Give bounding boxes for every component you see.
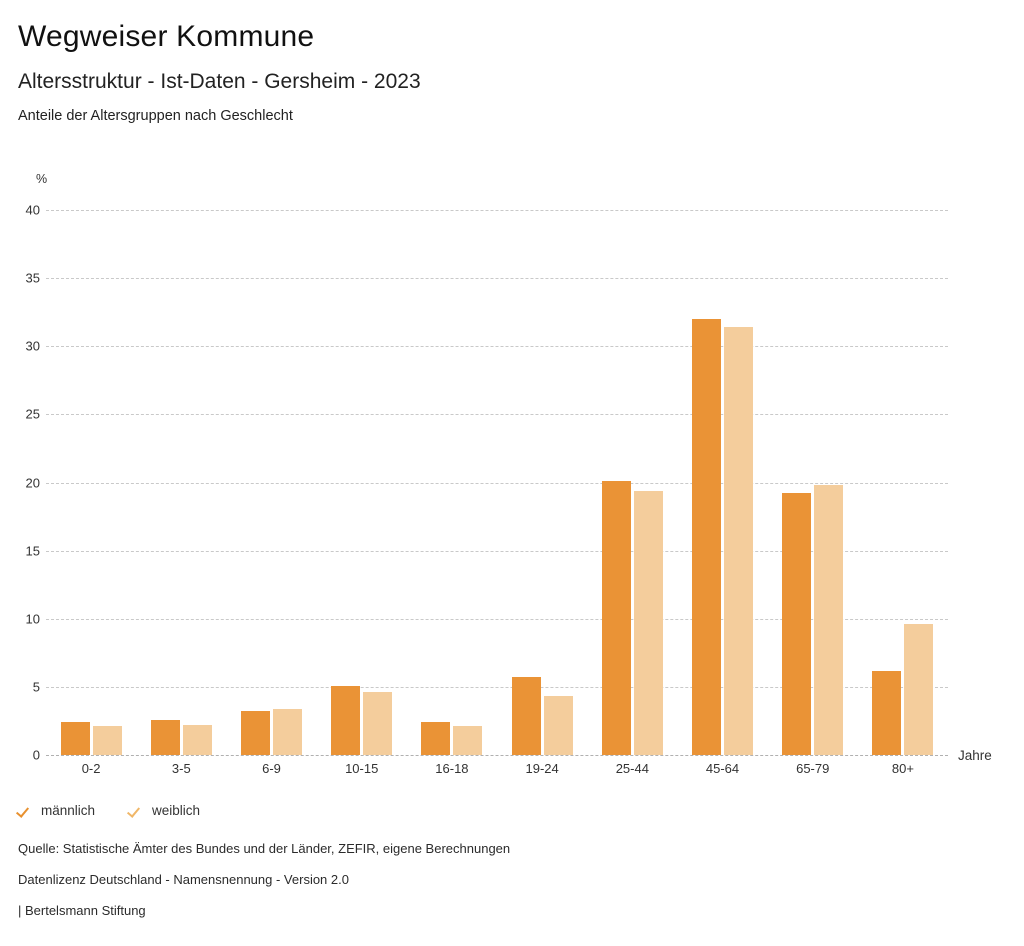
y-axis-labels: 0 5 10 15 20 25 30 35 40 — [0, 203, 40, 763]
bar-weiblich-45-64[interactable] — [724, 327, 754, 755]
bar-weiblich-10-15[interactable] — [363, 692, 393, 755]
y-axis-tick-label: 25 — [25, 406, 40, 422]
gridline — [46, 210, 948, 211]
x-axis-tick-label: 65-79 — [796, 761, 830, 776]
gridline — [46, 550, 948, 552]
gridline — [46, 618, 948, 620]
bar-weiblich-65-79[interactable] — [814, 485, 844, 755]
bar-männlich-45-64[interactable] — [692, 319, 722, 755]
gridline — [46, 346, 948, 348]
page-title: Wegweiser Kommune — [18, 20, 315, 53]
footer-source: Quelle: Statistische Ämter des Bundes un… — [18, 841, 511, 856]
x-axis-tick-label: 10-15 — [345, 761, 379, 776]
bar-group — [858, 210, 948, 755]
y-axis-tick-label: 40 — [25, 202, 40, 218]
check-icon — [129, 804, 143, 818]
x-axis-tick-label: 19-24 — [525, 761, 559, 776]
y-axis-tick-label: 15 — [25, 543, 40, 559]
y-axis-unit: % — [36, 172, 48, 186]
bar-group — [407, 210, 497, 755]
bar-group — [46, 210, 136, 755]
bar-männlich-3-5[interactable] — [150, 719, 180, 755]
bar-group — [587, 210, 677, 755]
chart-subtitle: Altersstruktur - Ist-Daten - Gersheim - … — [18, 69, 421, 93]
bar-weiblich-19-24[interactable] — [543, 696, 573, 755]
x-axis-tick-label: 45-64 — [705, 761, 740, 776]
x-axis-unit: Jahre — [958, 748, 992, 763]
footer-license: Datenlizenz Deutschland - Namensnennung … — [18, 872, 349, 887]
bar-group — [677, 210, 767, 755]
bar-männlich-19-24[interactable] — [511, 677, 541, 755]
gridline — [46, 686, 948, 688]
x-axis-tick-label: 16-18 — [435, 761, 469, 776]
chart-description: Anteile der Altersgruppen nach Geschlech… — [18, 107, 293, 124]
gridline — [46, 482, 948, 484]
chart-header: Wegweiser Kommune Altersstruktur - Ist-D… — [0, 0, 1024, 124]
bar-group — [136, 210, 226, 755]
x-axis-labels: 0-2 3-5 6-9 10-15 16-18 19-24 25-44 45-64 65-79 8… — [46, 761, 948, 776]
x-axis-tick-label: 0-2 — [81, 761, 101, 776]
bar-männlich-65-79[interactable] — [782, 493, 812, 755]
bar-männlich-6-9[interactable] — [241, 711, 270, 755]
axis-baseline — [46, 755, 948, 756]
legend-item-label: weiblich — [152, 803, 201, 818]
x-axis-tick-label: 80+ — [891, 761, 914, 776]
bar-männlich-0-2[interactable] — [60, 722, 90, 755]
x-axis-tick-label: 25-44 — [615, 761, 649, 776]
bar-männlich-10-15[interactable] — [331, 685, 361, 755]
y-axis-tick-label: 5 — [32, 679, 40, 695]
x-axis-tick-label: 3-5 — [171, 761, 191, 776]
bar-groups — [46, 210, 948, 755]
footer-publisher: | Bertelsmann Stiftung — [18, 903, 146, 918]
bar-group — [497, 210, 587, 755]
bar-weiblich-25-44[interactable] — [633, 490, 663, 755]
bar-weiblich-3-5[interactable] — [182, 725, 212, 755]
y-axis-tick-label: 30 — [25, 338, 40, 354]
bar-männlich-16-18[interactable] — [421, 722, 451, 755]
bar-group — [317, 210, 407, 755]
legend-item-männlich[interactable]: männlich — [18, 803, 95, 818]
bar-männlich-80+[interactable] — [872, 670, 902, 755]
bar-weiblich-0-2[interactable] — [92, 726, 122, 755]
bar-group — [226, 210, 316, 755]
bar-weiblich-6-9[interactable] — [273, 708, 302, 755]
check-icon — [18, 804, 32, 818]
bar-group — [768, 210, 858, 755]
y-axis-tick-label: 0 — [32, 747, 40, 763]
gridline — [46, 414, 948, 416]
bar-weiblich-80+[interactable] — [904, 624, 934, 755]
y-axis-tick-label: 20 — [25, 475, 40, 490]
x-axis-tick-label: 6-9 — [262, 761, 281, 776]
legend-item-label: männlich — [41, 803, 96, 818]
gridline — [46, 278, 948, 280]
y-axis-tick-label: 35 — [25, 270, 40, 286]
plot-gridlines — [46, 210, 948, 756]
bar-weiblich-16-18[interactable] — [453, 726, 483, 755]
y-axis-tick-label: 10 — [25, 611, 40, 627]
legend-item-weiblich[interactable]: weiblich — [129, 803, 200, 818]
chart-footer: Quelle: Statistische Ämter des Bundes un… — [18, 842, 510, 935]
bar-männlich-25-44[interactable] — [601, 481, 631, 755]
chart-legend: männlich weiblich — [18, 803, 200, 818]
